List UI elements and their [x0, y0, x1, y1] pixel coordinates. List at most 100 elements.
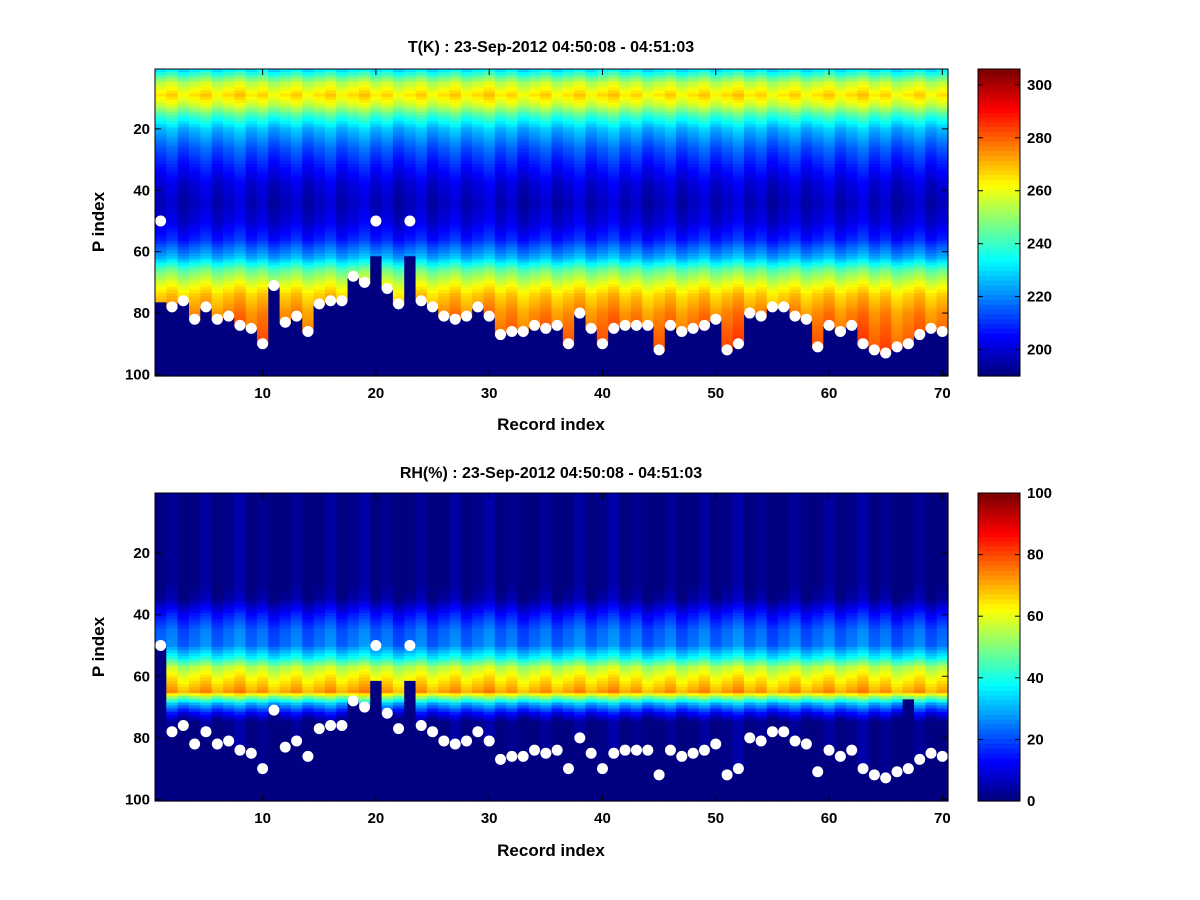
- heatmap-cell: [404, 115, 417, 119]
- heatmap-cell: [630, 69, 643, 73]
- heatmap-cell: [438, 158, 451, 162]
- heatmap-cell: [155, 78, 167, 82]
- heatmap-cell: [619, 283, 632, 288]
- heatmap-cell: [585, 111, 598, 116]
- heatmap-cell: [766, 188, 779, 193]
- heatmap-cell: [336, 271, 349, 276]
- heatmap-cell: [551, 194, 564, 199]
- heatmap-cell: [789, 296, 802, 300]
- heatmap-cell: [381, 204, 394, 208]
- heatmap-cell: [211, 237, 224, 242]
- heatmap-cell: [687, 216, 700, 221]
- heatmap-cell: [234, 317, 247, 322]
- heatmap-cell: [290, 133, 303, 138]
- heatmap-cell: [540, 225, 553, 230]
- heatmap-cell: [608, 210, 621, 214]
- heatmap-cell: [687, 213, 700, 217]
- heatmap-cell: [812, 274, 824, 279]
- heatmap-cell: [370, 247, 383, 251]
- heatmap-cell: [358, 158, 371, 162]
- heatmap-cell: [664, 311, 677, 316]
- heatmap-cell: [789, 256, 802, 260]
- heatmap-cell: [744, 121, 757, 125]
- heatmap-cell: [177, 293, 190, 297]
- heatmap-cell: [789, 167, 802, 171]
- heatmap-cell: [630, 265, 643, 270]
- heatmap-cell: [392, 167, 405, 171]
- heatmap-cell: [664, 108, 677, 113]
- heatmap-cell: [823, 286, 836, 291]
- heatmap-cell: [800, 204, 813, 208]
- heatmap-cell: [823, 197, 836, 202]
- heatmap-cell: [268, 182, 281, 187]
- heatmap-cell: [177, 219, 190, 224]
- heatmap-cell: [585, 105, 598, 110]
- heatmap-cell: [766, 243, 779, 248]
- heatmap-cell: [698, 81, 711, 85]
- heatmap-cell: [245, 154, 258, 159]
- heatmap-cell: [358, 222, 371, 227]
- heatmap-cell: [245, 93, 258, 98]
- heatmap-cell: [653, 240, 666, 245]
- heatmap-cell: [211, 231, 224, 236]
- heatmap-cell: [812, 317, 824, 322]
- heatmap-cell: [370, 133, 383, 138]
- temperature-panel: T(K) : 23-Sep-2012 04:50:08 - 04:51:03 1…: [89, 39, 1052, 434]
- heatmap-cell: [517, 320, 530, 325]
- heatmap-cell: [200, 197, 213, 202]
- heatmap-cell: [800, 225, 813, 230]
- heatmap-cell: [234, 280, 247, 285]
- heatmap-cell: [834, 102, 847, 107]
- heatmap-cell: [630, 290, 643, 294]
- heatmap-cell: [200, 225, 213, 230]
- heatmap-cell: [540, 262, 553, 267]
- heatmap-cell: [290, 262, 303, 267]
- heatmap-cell: [336, 222, 349, 227]
- heatmap-cell: [517, 158, 530, 162]
- heatmap-cell: [392, 130, 405, 135]
- heatmap-cell: [732, 191, 745, 196]
- heatmap-cell: [596, 164, 609, 168]
- heatmap-cell: [279, 210, 292, 214]
- heatmap-cell: [506, 207, 519, 211]
- heatmap-cell: [279, 121, 292, 125]
- heatmap-cell: [460, 99, 473, 104]
- heatmap-cell: [551, 326, 564, 377]
- heatmap-cell: [710, 240, 723, 245]
- heatmap-cell: [517, 188, 530, 193]
- heatmap-cell: [415, 265, 428, 270]
- heatmap-cell: [245, 213, 258, 217]
- heatmap-cell: [778, 130, 790, 135]
- heatmap-cell: [528, 247, 541, 251]
- heatmap-cell: [642, 293, 655, 297]
- heatmap-cell: [642, 72, 655, 76]
- heatmap-cell: [460, 102, 473, 107]
- heatmap-cell: [596, 81, 609, 85]
- heatmap-cell: [800, 231, 813, 236]
- heatmap-cell: [449, 115, 462, 119]
- heatmap-cell: [540, 317, 553, 322]
- heatmap-cell: [630, 158, 643, 162]
- heatmap-cell: [653, 296, 666, 300]
- heatmap-cell: [336, 154, 349, 159]
- heatmap-cell: [392, 280, 405, 285]
- heatmap-cell: [619, 234, 632, 239]
- heatmap-cell: [177, 286, 190, 291]
- heatmap-cell: [608, 87, 621, 92]
- heatmap-cell: [744, 75, 757, 79]
- heatmap-cell: [823, 154, 836, 159]
- heatmap-cell: [732, 231, 745, 236]
- heatmap-cell: [540, 268, 553, 273]
- heatmap-cell: [200, 69, 213, 73]
- heatmap-cell: [449, 179, 462, 184]
- heatmap-cell: [222, 69, 235, 73]
- heatmap-cell: [506, 222, 519, 227]
- heatmap-cell: [517, 145, 530, 150]
- heatmap-cell: [562, 268, 575, 273]
- heatmap-cell: [517, 164, 530, 168]
- heatmap-cell: [789, 182, 802, 187]
- heatmap-cell: [732, 142, 745, 147]
- heatmap-cell: [313, 102, 326, 107]
- heatmap-cell: [574, 207, 587, 211]
- heatmap-cell: [200, 105, 213, 110]
